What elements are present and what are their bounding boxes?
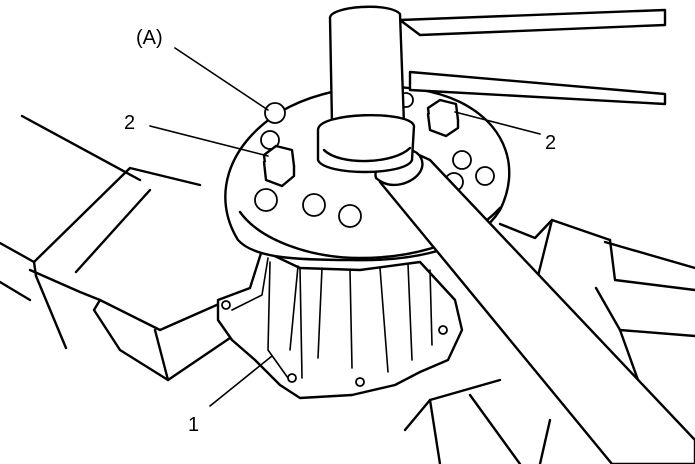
flange-bolt-left <box>262 144 296 188</box>
engine-block-left <box>0 114 232 382</box>
callout-tool-a: (A) <box>136 27 163 49</box>
callout-bolt-right: 2 <box>545 132 556 154</box>
socket-wrench <box>316 5 667 174</box>
water-pump-body <box>216 248 464 400</box>
callout-bolt-left: 2 <box>124 112 135 134</box>
callout-water-pump: 1 <box>188 414 199 436</box>
leader-lines <box>149 47 541 407</box>
flange-bolt-right <box>426 98 460 138</box>
